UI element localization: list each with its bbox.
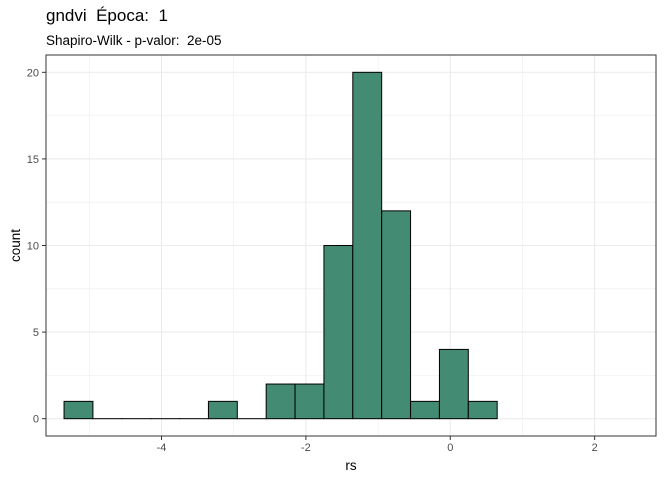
x-tick-label: 2 xyxy=(592,442,598,454)
histogram-bar xyxy=(438,348,469,420)
y-axis-title: count xyxy=(8,229,23,262)
histogram-bar xyxy=(63,400,94,420)
y-tick-label: 0 xyxy=(33,414,39,426)
y-tick-label: 15 xyxy=(27,154,39,166)
histogram-bar xyxy=(323,245,354,420)
x-tick-label: -4 xyxy=(157,442,167,454)
x-axis-title: rs xyxy=(345,458,356,473)
histogram-bar xyxy=(294,383,325,420)
chart-title: gndvi Época: 1 xyxy=(46,6,168,25)
histogram-bar xyxy=(265,383,296,420)
x-tick-label: 0 xyxy=(447,442,453,454)
x-tick-label: -2 xyxy=(301,442,311,454)
histogram-bar xyxy=(352,71,383,420)
y-tick-label: 20 xyxy=(27,67,39,79)
histogram-bar xyxy=(410,400,440,420)
y-tick-label: 5 xyxy=(33,327,39,339)
histogram-bar xyxy=(467,400,498,420)
histogram-bar xyxy=(381,210,412,420)
histogram-bars xyxy=(63,71,498,420)
y-tick-label: 10 xyxy=(27,241,39,253)
chart-subtitle: Shapiro-Wilk - p-valor: 2e-05 xyxy=(46,33,222,48)
histogram-bar xyxy=(207,400,238,420)
